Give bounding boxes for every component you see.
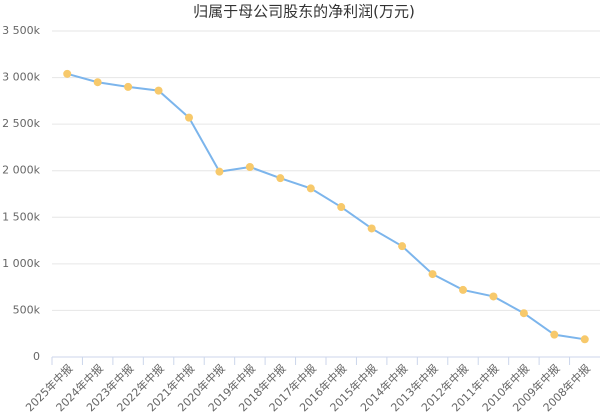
point <box>519 309 528 318</box>
point <box>398 242 407 251</box>
point <box>428 270 437 279</box>
y-tick-label: 500k <box>13 303 41 316</box>
line <box>66 72 585 341</box>
point <box>124 82 133 91</box>
point <box>580 335 589 344</box>
point <box>550 330 559 339</box>
point <box>245 162 254 171</box>
point <box>185 113 193 122</box>
point <box>63 69 72 78</box>
point <box>367 224 376 233</box>
point <box>93 78 102 87</box>
y-tick-label: 1 000k <box>2 257 40 270</box>
point <box>154 86 163 95</box>
y-tick-label: 3 500k <box>2 24 40 37</box>
y-tick-label: 2 000k <box>2 164 40 177</box>
point <box>489 292 498 301</box>
point <box>459 285 467 294</box>
point <box>337 203 346 212</box>
y-tick-label: 1 500k <box>2 210 40 223</box>
y-tick-label: 0 <box>33 350 40 363</box>
y-tick-label: 3 000k <box>2 71 40 84</box>
point <box>276 174 285 183</box>
chart-title: 归属于母公司股东的净利润(万元) <box>193 3 415 21</box>
point <box>215 167 224 176</box>
point <box>306 184 315 193</box>
y-tick-label: 2 500k <box>2 117 40 130</box>
